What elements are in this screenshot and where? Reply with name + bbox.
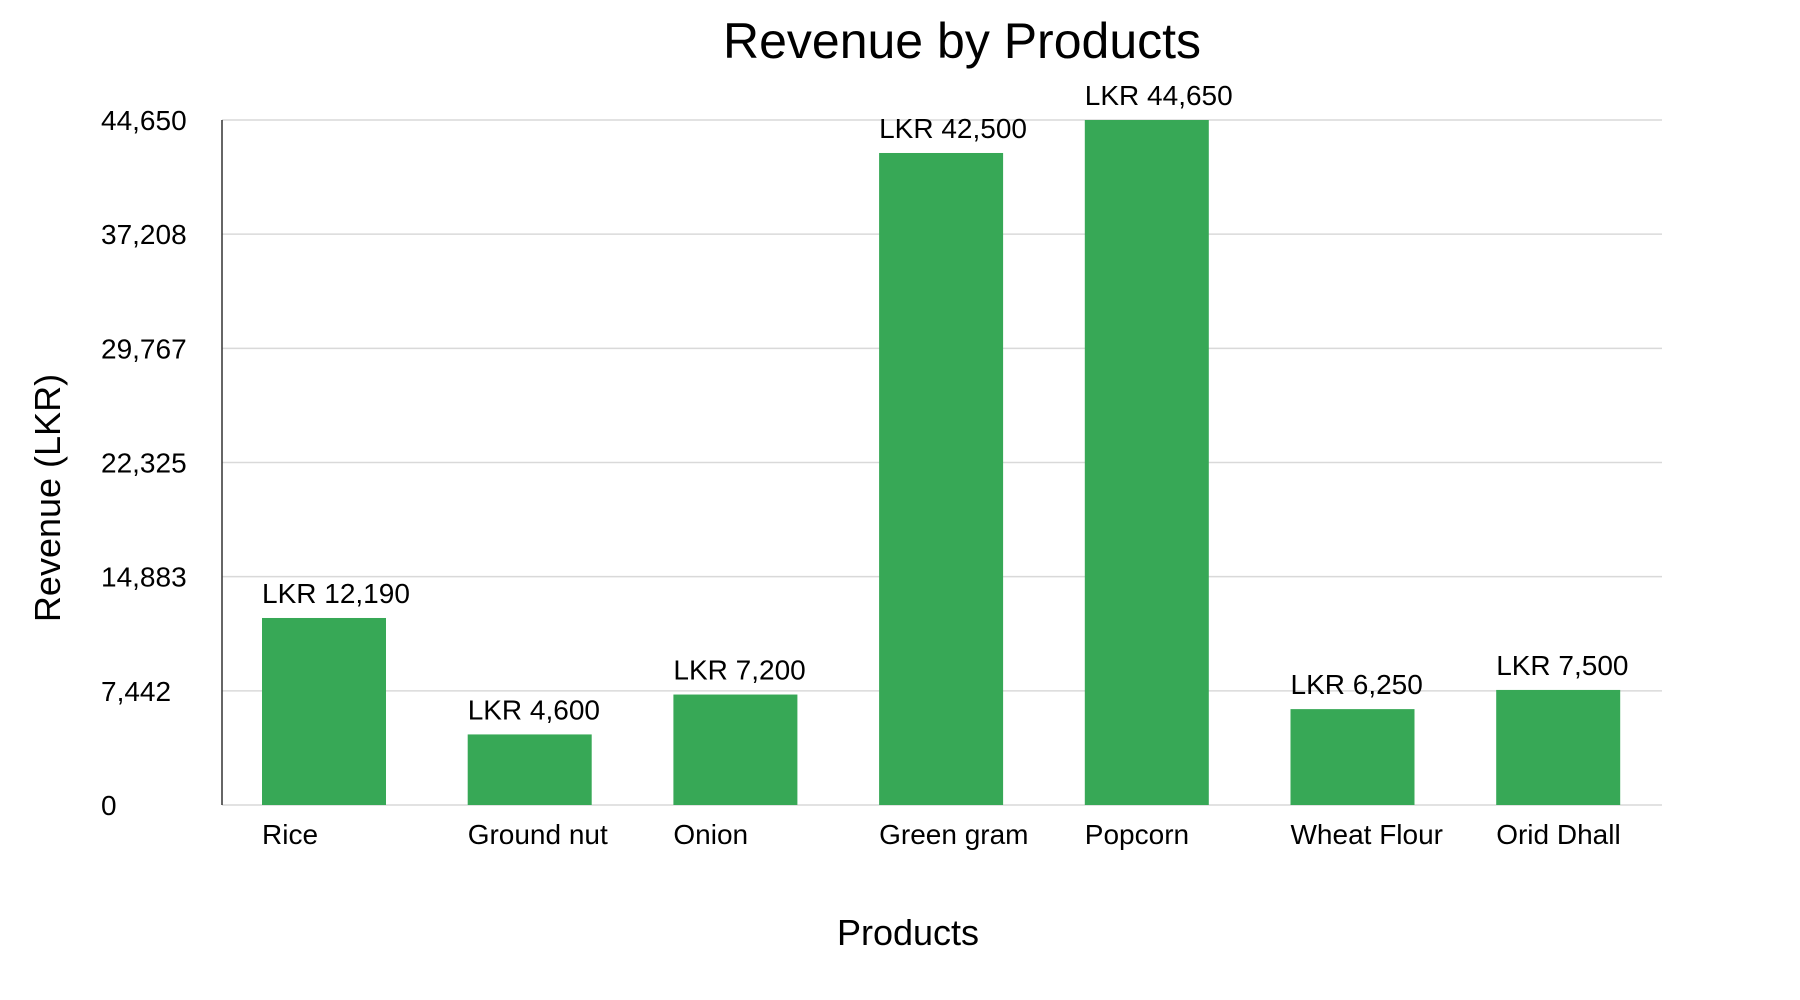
- bar-value-label: LKR 44,650: [1085, 80, 1233, 111]
- bars: [262, 120, 1621, 806]
- chart-title: Revenue by Products: [723, 13, 1201, 69]
- y-tick-labels: 0 7,442 14,883 22,325 29,767 37,208 44,650: [101, 105, 187, 821]
- bar-value-label: LKR 42,500: [879, 113, 1027, 144]
- y-tick-label: 37,208: [101, 219, 187, 250]
- x-category-label: Onion: [673, 819, 748, 850]
- y-tick-label: 29,767: [101, 333, 187, 364]
- bar: [879, 152, 1004, 806]
- bar-value-label: LKR 4,600: [468, 694, 600, 725]
- bar: [1084, 120, 1209, 805]
- data-labels: LKR 12,190 LKR 4,600 LKR 7,200 LKR 42,500 LK…: [262, 80, 1629, 725]
- bar: [1496, 689, 1621, 805]
- x-category-labels: Rice Ground nut Onion Green gram Popcorn Whea…: [262, 819, 1621, 850]
- bar-value-label: LKR 6,250: [1291, 669, 1423, 700]
- bar: [467, 734, 592, 805]
- y-axis-title: Revenue (LKR): [27, 374, 68, 622]
- y-tick-label: 44,650: [101, 105, 187, 136]
- bar-value-label: LKR 12,190: [262, 578, 410, 609]
- y-tick-label: 22,325: [101, 448, 187, 479]
- x-category-label: Orid Dhall: [1496, 819, 1620, 850]
- x-axis-title: Products: [837, 912, 979, 953]
- bar-value-label: LKR 7,200: [673, 655, 805, 686]
- x-category-label: Rice: [262, 819, 318, 850]
- bar: [262, 617, 386, 805]
- bar: [1290, 709, 1415, 805]
- x-category-label: Green gram: [879, 819, 1028, 850]
- x-category-label: Popcorn: [1085, 819, 1189, 850]
- y-tick-label: 7,442: [101, 676, 171, 707]
- x-category-label: Wheat Flour: [1291, 819, 1444, 850]
- x-category-label: Ground nut: [468, 819, 608, 850]
- y-tick-label: 14,883: [101, 562, 187, 593]
- bar-value-label: LKR 7,500: [1496, 650, 1628, 681]
- y-tick-label: 0: [101, 790, 117, 821]
- bar: [673, 694, 798, 805]
